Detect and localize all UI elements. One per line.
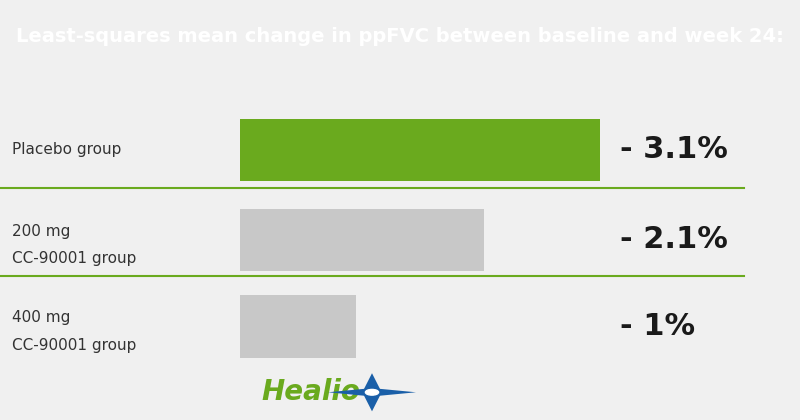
Text: Healio: Healio bbox=[261, 378, 360, 406]
Polygon shape bbox=[372, 388, 416, 396]
Text: Placebo group: Placebo group bbox=[12, 142, 122, 157]
Polygon shape bbox=[328, 388, 372, 396]
Text: - 1%: - 1% bbox=[620, 312, 695, 341]
FancyBboxPatch shape bbox=[240, 118, 600, 181]
Circle shape bbox=[366, 389, 378, 395]
FancyBboxPatch shape bbox=[240, 295, 356, 357]
Text: 200 mg: 200 mg bbox=[12, 224, 70, 239]
Text: Least-squares mean change in ppFVC between baseline and week 24:: Least-squares mean change in ppFVC betwe… bbox=[16, 27, 784, 46]
Polygon shape bbox=[362, 373, 382, 392]
Polygon shape bbox=[362, 392, 382, 411]
Text: - 2.1%: - 2.1% bbox=[620, 225, 728, 255]
Text: 400 mg: 400 mg bbox=[12, 310, 70, 325]
FancyBboxPatch shape bbox=[240, 209, 484, 271]
Text: CC-90001 group: CC-90001 group bbox=[12, 252, 136, 266]
Text: - 3.1%: - 3.1% bbox=[620, 135, 728, 164]
Text: CC-90001 group: CC-90001 group bbox=[12, 338, 136, 353]
